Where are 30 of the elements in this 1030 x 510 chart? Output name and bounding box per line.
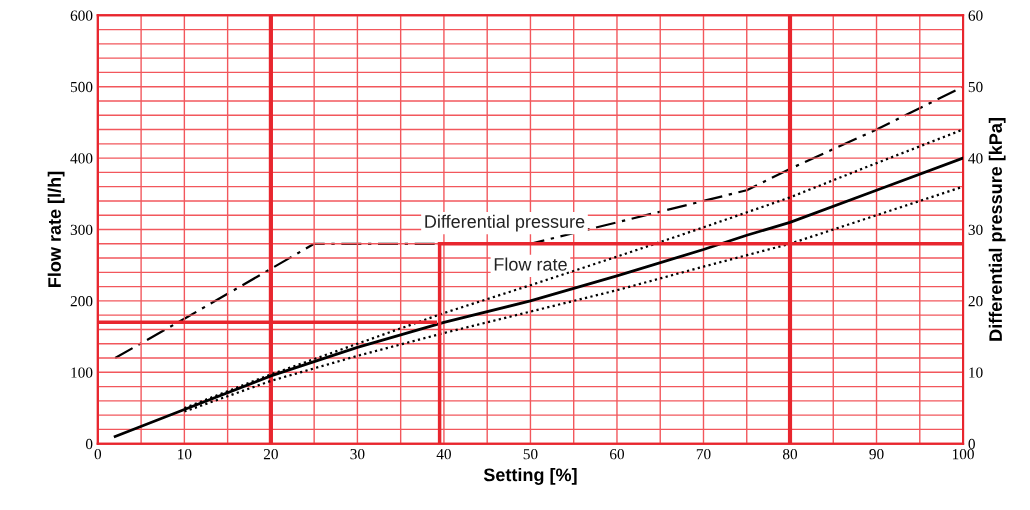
y2-tick-label: 40 bbox=[968, 153, 983, 164]
x-tick-label: 100 bbox=[952, 449, 974, 460]
y-axis-title: Flow rate [l/h] bbox=[47, 171, 65, 287]
y2-axis-title: Differential pressure [kPa] bbox=[988, 118, 1006, 341]
y2-tick-label: 50 bbox=[968, 81, 983, 93]
x-tick-label: 70 bbox=[696, 449, 711, 460]
y-tick-label: 0 bbox=[85, 438, 93, 450]
y2-tick-label: 20 bbox=[968, 296, 983, 307]
x-tick-label: 20 bbox=[263, 449, 278, 460]
y2-tick-label: 10 bbox=[969, 367, 983, 378]
y2-tick-label: 60 bbox=[968, 10, 983, 21]
x-tick-label: 50 bbox=[523, 449, 538, 460]
x-axis-title: Setting [%] bbox=[483, 467, 577, 485]
x-tick-label: 40 bbox=[436, 449, 451, 460]
x-tick-label: 60 bbox=[609, 449, 625, 460]
y-tick-label: 300 bbox=[70, 224, 93, 235]
x-tick-label: 0 bbox=[94, 449, 102, 460]
x-tick-label: 90 bbox=[869, 449, 884, 460]
x-tick-label: 80 bbox=[782, 449, 798, 460]
annotation: Flow rate bbox=[494, 257, 567, 271]
x-tick-label: 30 bbox=[350, 449, 365, 460]
y2-tick-label: 0 bbox=[968, 438, 975, 450]
y-tick-label: 100 bbox=[71, 367, 93, 378]
annotation: Differential pressure bbox=[425, 214, 585, 232]
y-tick-label: 400 bbox=[70, 153, 93, 164]
y-tick-label: 600 bbox=[70, 10, 93, 21]
y-tick-label: 200 bbox=[70, 296, 93, 307]
y2-tick-label: 30 bbox=[968, 224, 983, 235]
x-tick-label: 10 bbox=[178, 449, 192, 460]
y-tick-label: 500 bbox=[70, 81, 93, 93]
